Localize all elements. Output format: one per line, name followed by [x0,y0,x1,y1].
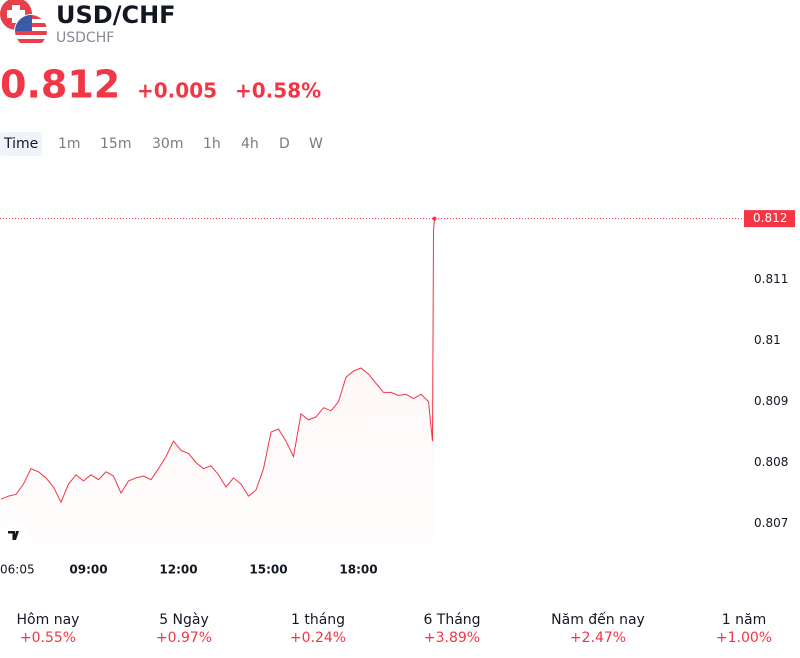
time-tab[interactable]: 30m [152,136,183,152]
tab-active-bg [0,132,42,156]
perf-value[interactable]: +1.00% [716,630,772,646]
price-line [0,218,435,504]
time-tab[interactable]: 1h [203,136,221,152]
perf-value[interactable]: +0.97% [156,630,212,646]
y-tick-label: 0.81 [754,333,781,347]
last-point [432,216,437,221]
y-tick-label: 0.809 [754,394,788,408]
time-tab[interactable]: Time [3,136,38,152]
perf-value[interactable]: +2.47% [570,630,626,646]
x-tick-label: 06:05 [0,563,35,577]
price: 0.812 [0,63,120,107]
x-tick-label: 12:00 [159,563,197,577]
perf-label[interactable]: 5 Ngày [159,612,209,628]
perf-label[interactable]: 1 năm [722,612,766,628]
time-tab[interactable]: 4h [241,136,259,152]
symbol: USDCHF [56,30,114,46]
perf-label[interactable]: 1 tháng [291,612,345,628]
perf-label[interactable]: Năm đến nay [551,611,645,628]
title: USD/CHF [56,1,176,29]
perf-label[interactable]: Hôm nay [17,612,80,628]
y-tick-label: 0.808 [754,455,788,469]
x-tick-label: 09:00 [69,563,107,577]
area [1,218,435,548]
y-tick-label: 0.811 [754,272,788,286]
x-tick-label: 15:00 [249,563,287,577]
x-tick-label: 18:00 [339,563,377,577]
perf-value[interactable]: +0.24% [290,630,346,646]
time-tab[interactable]: D [279,136,290,152]
last-price-badge [744,210,795,228]
perf-value[interactable]: +3.89% [424,630,480,646]
perf-label[interactable]: 6 Tháng [423,612,480,628]
y-tick-label: 0.807 [754,516,788,530]
tabs: Time 1m 15m 30m 1h 4h D W [3,136,323,152]
time-tab[interactable]: W [309,136,323,152]
tv-logo [0,522,28,550]
time-tab[interactable]: 15m [100,136,131,152]
flag-us [14,14,48,48]
time-tab[interactable]: 1m [58,136,81,152]
chart: 0.807 0.808 0.809 0.81 0.811 0.812 06:05 09:00 1… [0,210,795,577]
performance: Hôm nay +0.55% 5 Ngày +0.97% 1 tháng +0.24% 6 … [17,611,773,646]
perf-value[interactable]: +0.55% [20,630,76,646]
change-pct: +0.58% [235,79,321,103]
change: +0.005 [137,79,217,103]
last-price-label: 0.812 [753,211,787,225]
